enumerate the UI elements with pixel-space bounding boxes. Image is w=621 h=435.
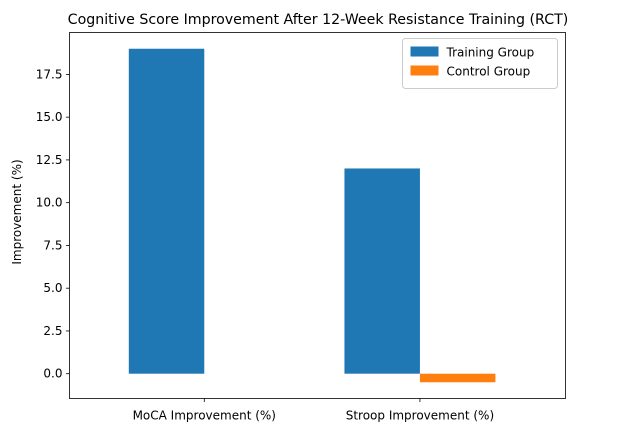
bars-layer	[128, 48, 496, 383]
chart-title: Cognitive Score Improvement After 12-Wee…	[68, 12, 569, 28]
y-tick-label: 10.0	[36, 196, 63, 210]
y-tick-label: 15.0	[36, 110, 63, 124]
y-tick-label: 0.0	[43, 367, 62, 381]
y-tick-label: 5.0	[43, 281, 62, 295]
legend-box	[402, 38, 558, 89]
y-tick-label: 7.5	[43, 238, 62, 252]
y-tick-label: 2.5	[43, 324, 62, 338]
axis-ticks: 0.0 2.5 5.0 7.5 10.0 12.5 15.0 17.5 MoCA Improve…	[36, 67, 494, 422]
legend-swatch	[410, 46, 439, 57]
legend: Training Group Control Group	[402, 38, 558, 89]
legend-label: Control Group	[447, 65, 531, 79]
x-tick-label: Stroop Improvement (%)	[346, 409, 494, 423]
y-tick-label: 12.5	[36, 153, 63, 167]
bar-training-0	[128, 48, 205, 374]
bar-control-1	[419, 373, 496, 383]
bar-training-1	[344, 168, 420, 374]
y-tick-label: 17.5	[36, 67, 63, 81]
y-axis-label: Improvement (%)	[10, 159, 24, 264]
legend-swatch	[410, 65, 439, 76]
plot-frame	[69, 32, 566, 399]
x-tick-label: MoCA Improvement (%)	[133, 409, 276, 423]
legend-label: Training Group	[446, 46, 535, 60]
